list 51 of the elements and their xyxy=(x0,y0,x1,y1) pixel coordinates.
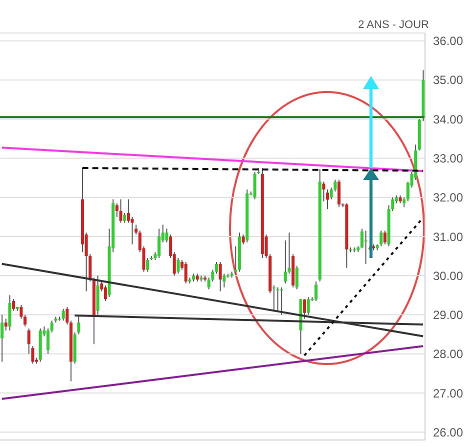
candlestick xyxy=(146,258,150,272)
candlestick xyxy=(46,328,50,354)
candlestick xyxy=(306,296,310,316)
candlestick xyxy=(0,314,4,362)
y-tick-label: 28.00 xyxy=(433,347,464,362)
candlestick xyxy=(272,284,276,312)
candlestick xyxy=(115,202,118,218)
candlestick xyxy=(322,181,326,202)
candlestick xyxy=(326,189,330,210)
candlestick xyxy=(12,298,16,312)
candlestick xyxy=(4,318,8,331)
candlestick xyxy=(218,261,222,292)
candlestick xyxy=(276,286,280,312)
candlestick xyxy=(77,314,80,335)
candlestick xyxy=(62,308,65,322)
candlestick xyxy=(50,320,54,333)
candlestick xyxy=(184,261,188,284)
candlestick xyxy=(214,261,218,274)
candlestick xyxy=(119,198,122,224)
y-tick-label: 27.00 xyxy=(433,386,464,400)
y-tick-label: 36.00 xyxy=(433,34,464,48)
y-tick-label: 26.00 xyxy=(433,425,464,440)
candlestick xyxy=(165,228,168,243)
y-tick-label: 29.00 xyxy=(433,308,464,322)
y-tick-label: 32.00 xyxy=(433,190,464,205)
candlestick xyxy=(303,298,306,320)
candlestick xyxy=(130,216,134,245)
candlestick xyxy=(123,212,126,224)
candlestick xyxy=(176,258,180,274)
y-tick-label: 31.00 xyxy=(433,230,464,244)
y-tick-label: 34.00 xyxy=(433,112,464,126)
candlestick xyxy=(20,304,23,320)
candlestick xyxy=(126,198,130,224)
candlestick xyxy=(280,286,284,316)
candlestick xyxy=(253,171,256,200)
candlestick xyxy=(295,265,298,290)
y-tick-label: 30.00 xyxy=(433,268,464,283)
candlestick xyxy=(314,281,318,302)
chart-title: 2 ANS - JOUR xyxy=(358,19,429,31)
candlestick xyxy=(158,228,161,259)
candlestick xyxy=(364,230,368,264)
candlestick xyxy=(104,284,107,302)
candlestick xyxy=(24,314,27,328)
candlestick xyxy=(360,228,364,249)
y-tick-label: 35.00 xyxy=(433,73,464,88)
y-tick-label: 33.00 xyxy=(433,151,464,166)
candlestick xyxy=(383,230,386,245)
candlestick xyxy=(380,230,383,247)
candlestick xyxy=(8,294,12,331)
candlestick xyxy=(66,306,69,326)
candlestick xyxy=(338,179,341,208)
